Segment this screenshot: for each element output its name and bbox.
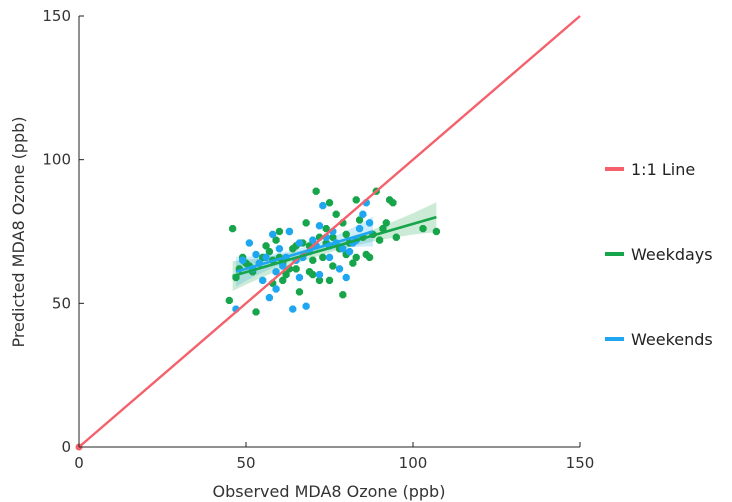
weekends-point — [325, 253, 334, 261]
x-axis-title: Observed MDA8 Ozone (ppb) — [213, 482, 446, 501]
weekdays-point — [339, 291, 347, 299]
weekends-point — [252, 250, 260, 259]
weekends-point — [359, 210, 367, 218]
weekdays-point — [342, 230, 350, 238]
weekends-point — [315, 222, 324, 230]
weekdays-point — [365, 253, 374, 261]
weekdays-point — [329, 262, 337, 270]
x-tick-label: 0 — [74, 454, 84, 472]
weekends-point — [275, 245, 283, 253]
one-to-one-line — [78, 15, 581, 448]
weekdays-point — [275, 227, 283, 236]
weekdays-point — [262, 242, 270, 250]
weekdays-point — [382, 219, 390, 227]
weekdays-point — [309, 256, 317, 264]
weekends-point — [295, 273, 304, 282]
weekends-fit-line — [235, 230, 374, 273]
weekends-point — [335, 265, 344, 273]
y-tick-label: 150 — [42, 7, 71, 25]
weekdays-point — [332, 210, 340, 218]
weekends-point — [319, 202, 327, 210]
weekdays-point — [295, 288, 304, 296]
weekends-point — [272, 285, 280, 293]
x-tick-label: 100 — [399, 454, 428, 472]
weekdays-point — [349, 259, 357, 267]
weekends-point — [279, 262, 287, 270]
legend-label-one_to_one: 1:1 Line — [631, 160, 695, 179]
weekends-point — [272, 268, 280, 276]
weekdays-point — [225, 296, 233, 305]
weekdays-point — [229, 225, 237, 233]
weekends-point — [285, 227, 294, 236]
weekdays-point — [352, 196, 360, 204]
weekdays-point — [272, 236, 280, 244]
weekends-point — [239, 256, 247, 264]
weekends-point — [265, 293, 273, 302]
x-tick-label: 150 — [566, 454, 595, 472]
weekends-point — [342, 273, 350, 282]
weekdays-point — [292, 265, 300, 273]
weekdays-point — [379, 225, 387, 233]
weekdays-point — [319, 253, 327, 261]
weekends-point — [315, 271, 324, 279]
weekdays-point — [355, 216, 364, 224]
weekdays-point — [376, 236, 384, 244]
weekdays-point — [302, 219, 310, 227]
weekends-point — [289, 305, 297, 313]
weekdays-point — [315, 276, 324, 284]
weekdays-point — [329, 233, 337, 241]
weekdays-point — [282, 271, 290, 279]
weekdays-point — [419, 225, 427, 233]
trend-lines — [75, 15, 581, 451]
weekends-point — [345, 248, 354, 256]
legend-label-weekends: Weekends — [631, 330, 713, 349]
weekends-point — [365, 219, 374, 227]
y-axis-title: Predicted MDA8 Ozone (ppb) — [9, 116, 28, 347]
weekdays-point — [432, 227, 440, 236]
weekdays-point — [389, 199, 397, 207]
axes: 0 50 100 150 0 50 100 150 — [42, 7, 594, 472]
weekends-point — [245, 239, 253, 247]
y-tick-label: 50 — [52, 294, 71, 312]
weekends-point — [339, 245, 347, 253]
weekends-point — [309, 236, 317, 244]
weekdays-point — [322, 225, 330, 233]
weekends-point — [302, 302, 310, 310]
weekdays-point — [309, 271, 317, 279]
weekdays-point — [279, 276, 287, 284]
weekends-point — [355, 225, 364, 233]
legend-label-weekdays: Weekdays — [631, 245, 713, 264]
weekdays-point — [325, 199, 334, 207]
y-tick-label: 100 — [42, 151, 71, 169]
weekdays-point — [312, 187, 320, 195]
weekdays-fit-line — [232, 215, 437, 278]
x-tick-label: 50 — [236, 454, 255, 472]
weekends-point — [262, 253, 270, 261]
y-tick-label: 0 — [61, 438, 71, 456]
weekdays-point — [352, 253, 360, 261]
weekdays-point — [325, 276, 334, 284]
weekends-point — [295, 239, 304, 247]
weekdays-point — [392, 233, 400, 241]
weekends-point — [269, 230, 277, 238]
weekdays-point — [252, 308, 260, 316]
weekdays-point — [265, 248, 273, 256]
legend: 1:1 Line Weekdays Weekends — [605, 160, 713, 349]
weekends-point — [259, 276, 267, 284]
